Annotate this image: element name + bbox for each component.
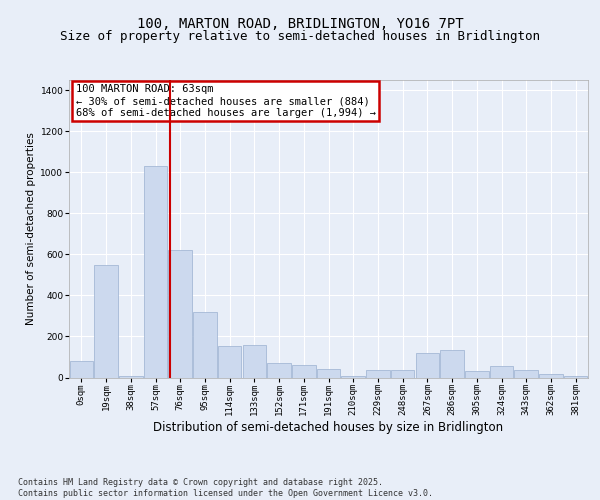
- Y-axis label: Number of semi-detached properties: Number of semi-detached properties: [26, 132, 36, 325]
- Bar: [539, 374, 563, 378]
- Bar: [70, 361, 93, 378]
- Bar: [144, 166, 167, 378]
- Bar: [242, 344, 266, 378]
- Bar: [94, 264, 118, 378]
- Bar: [218, 346, 241, 378]
- X-axis label: Distribution of semi-detached houses by size in Bridlington: Distribution of semi-detached houses by …: [154, 421, 503, 434]
- Bar: [292, 365, 316, 378]
- Text: Size of property relative to semi-detached houses in Bridlington: Size of property relative to semi-detach…: [60, 30, 540, 43]
- Bar: [514, 370, 538, 378]
- Bar: [391, 370, 415, 378]
- Text: 100 MARTON ROAD: 63sqm
← 30% of semi-detached houses are smaller (884)
68% of se: 100 MARTON ROAD: 63sqm ← 30% of semi-det…: [76, 84, 376, 117]
- Bar: [169, 250, 192, 378]
- Bar: [317, 370, 340, 378]
- Bar: [366, 370, 389, 378]
- Bar: [193, 312, 217, 378]
- Bar: [416, 353, 439, 378]
- Text: 100, MARTON ROAD, BRIDLINGTON, YO16 7PT: 100, MARTON ROAD, BRIDLINGTON, YO16 7PT: [137, 18, 463, 32]
- Bar: [341, 376, 365, 378]
- Bar: [440, 350, 464, 378]
- Bar: [564, 376, 587, 378]
- Bar: [119, 376, 143, 378]
- Bar: [465, 372, 488, 378]
- Bar: [268, 363, 291, 378]
- Bar: [490, 366, 513, 378]
- Text: Contains HM Land Registry data © Crown copyright and database right 2025.
Contai: Contains HM Land Registry data © Crown c…: [18, 478, 433, 498]
